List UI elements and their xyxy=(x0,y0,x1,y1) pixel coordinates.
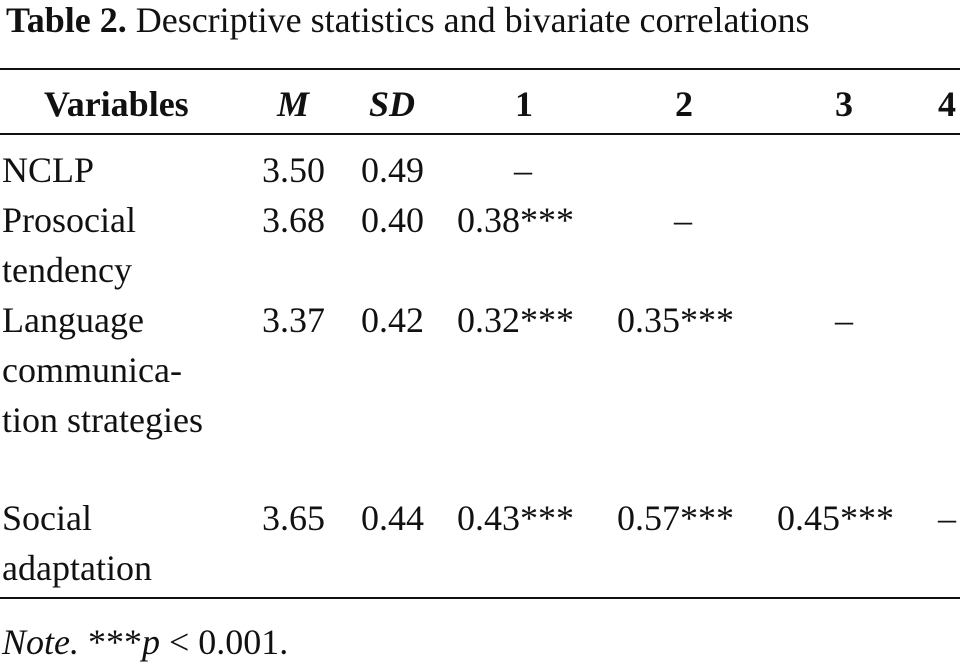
row-corr-3: – xyxy=(835,300,853,340)
note-threshold: < 0.001. xyxy=(160,622,289,662)
row-sd: 0.40 xyxy=(361,200,424,240)
header-rule xyxy=(0,133,960,135)
row-variable: Social adaptation xyxy=(2,498,152,588)
table-caption: Table 2. Descriptive statistics and biva… xyxy=(6,0,810,40)
row-corr-2: 0.35*** xyxy=(617,300,734,340)
header-col-3: 3 xyxy=(835,84,853,124)
row-corr-2: – xyxy=(674,200,692,240)
header-col-1: 1 xyxy=(515,84,533,124)
row-corr-1: 0.43*** xyxy=(457,498,574,538)
row-corr-1: 0.38*** xyxy=(457,200,574,240)
row-corr-4: – xyxy=(938,498,956,538)
note-label: Note. xyxy=(2,622,79,662)
row-variable: Language communica-tion strategies xyxy=(2,300,203,440)
row-sd: 0.42 xyxy=(361,300,424,340)
bottom-rule xyxy=(0,597,960,599)
row-mean: 3.50 xyxy=(262,150,325,190)
table-title: Descriptive statistics and bivariate cor… xyxy=(135,0,810,40)
header-variables: Variables xyxy=(44,84,189,124)
header-mean: M xyxy=(277,84,310,124)
row-corr-1: 0.32*** xyxy=(457,300,574,340)
row-sd: 0.44 xyxy=(361,498,424,538)
header-col-4: 4 xyxy=(938,84,956,124)
row-corr-1: – xyxy=(514,150,532,190)
table-label: Table 2. xyxy=(6,0,127,40)
row-mean: 3.65 xyxy=(262,498,325,538)
row-corr-3: 0.45*** xyxy=(777,498,894,538)
top-rule xyxy=(0,68,960,70)
header-sd: SD xyxy=(369,84,416,124)
table-note: Note. ***p < 0.001. xyxy=(2,620,288,664)
header-col-2: 2 xyxy=(675,84,693,124)
row-mean: 3.68 xyxy=(262,200,325,240)
note-p: p xyxy=(142,622,160,662)
row-mean: 3.37 xyxy=(262,300,325,340)
row-corr-2: 0.57*** xyxy=(617,498,734,538)
row-sd: 0.49 xyxy=(361,150,424,190)
row-variable: Prosocial tendency xyxy=(2,200,136,290)
note-stars: *** xyxy=(88,622,142,662)
row-variable: NCLP xyxy=(2,150,95,190)
